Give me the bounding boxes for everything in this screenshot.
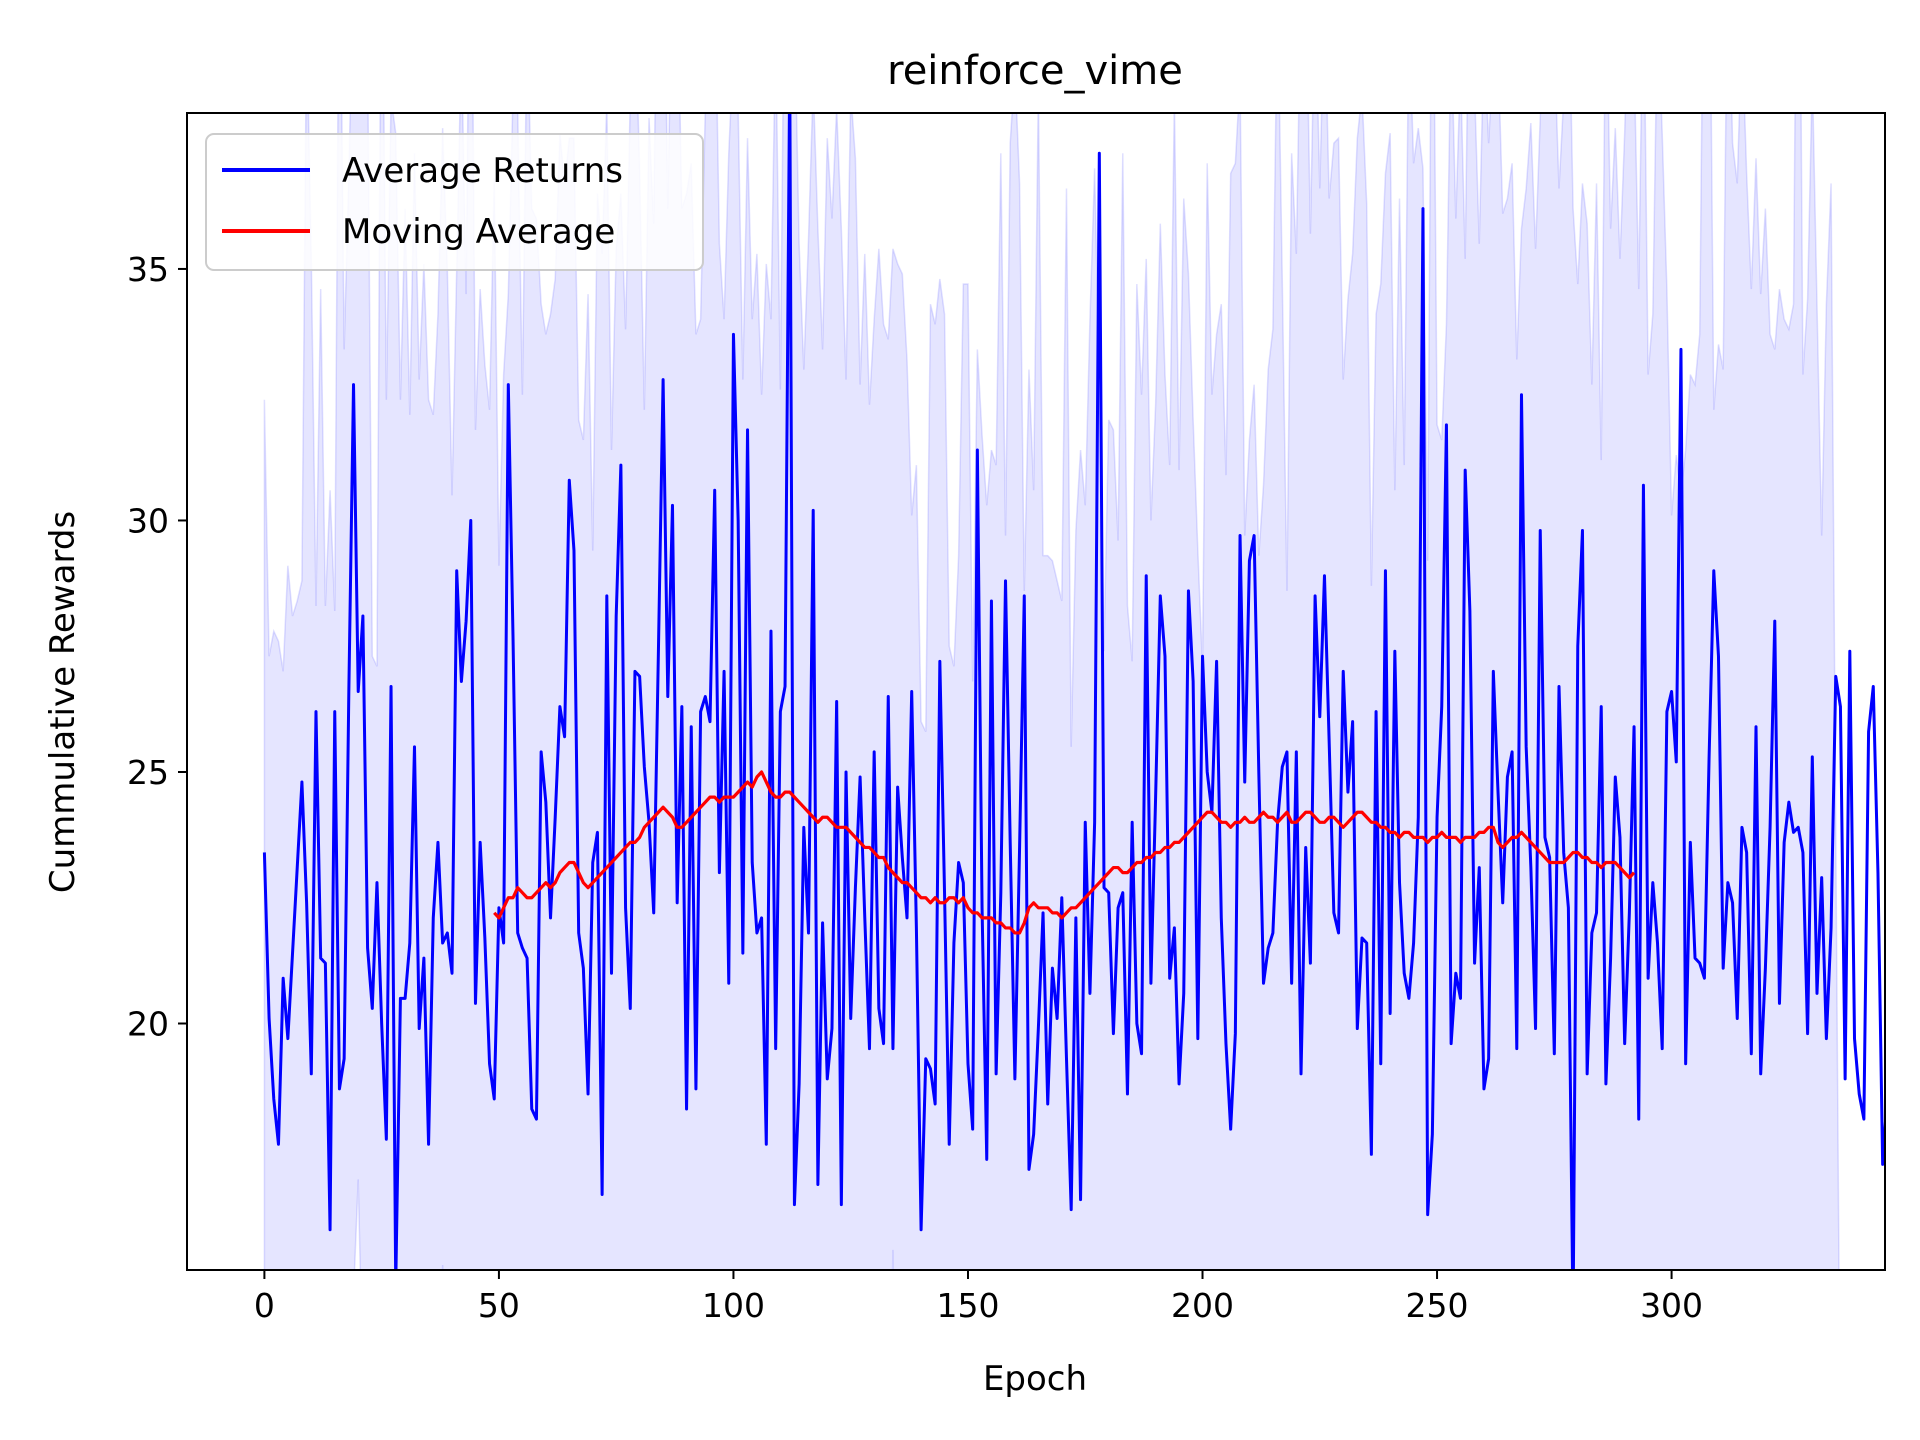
y-axis-label: Cummulative Rewards — [43, 511, 83, 893]
y-tick-label: 30 — [127, 501, 169, 540]
x-tick-label: 150 — [936, 1286, 999, 1325]
x-tick-label: 50 — [478, 1286, 520, 1325]
legend-label-moving-average: Moving Average — [342, 212, 615, 252]
x-axis-ticks: 0 50 100 150 200 250 300 — [254, 1270, 1703, 1325]
chart-title: reinforce_vime — [887, 48, 1183, 94]
axes-frame — [186, 112, 1886, 1271]
y-tick-label: 35 — [127, 250, 169, 289]
legend-box — [205, 133, 704, 271]
x-axis-label: Epoch — [983, 1359, 1087, 1399]
x-tick-label: 0 — [254, 1286, 275, 1325]
plot-area — [262, 113, 1885, 1270]
x-tick-label: 100 — [702, 1286, 765, 1325]
y-axis-ticks: 20 25 30 35 — [127, 250, 187, 1044]
x-tick-label: 200 — [1171, 1286, 1234, 1325]
std-band — [263, 113, 1840, 1270]
moving-average-line — [493, 770, 1636, 935]
y-tick-label: 20 — [127, 1005, 169, 1044]
average-returns-line — [262, 113, 1885, 1270]
x-tick-label: 250 — [1406, 1286, 1469, 1325]
legend-label-average-returns: Average Returns — [342, 151, 623, 191]
legend: Average Returns Moving Average — [205, 133, 704, 271]
x-tick-label: 300 — [1640, 1286, 1703, 1325]
y-tick-label: 25 — [127, 753, 169, 792]
